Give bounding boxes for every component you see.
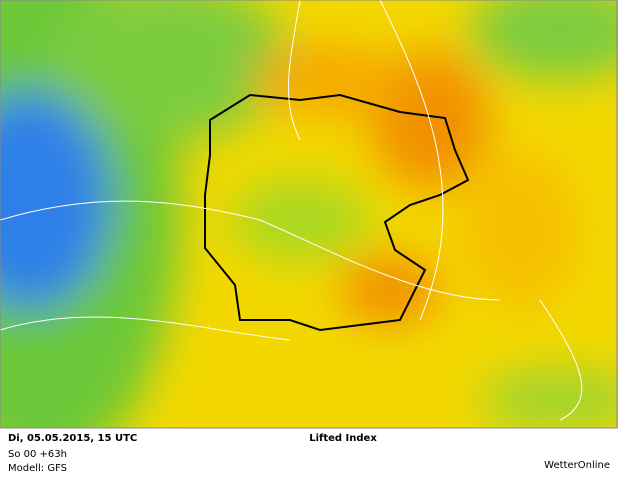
date: Di, 05.05.2015, 15 UTC bbox=[8, 433, 137, 444]
map-frame bbox=[0, 0, 618, 429]
field bbox=[0, 0, 618, 428]
model: Modell: GFS bbox=[8, 463, 67, 474]
brand: WetterOnline bbox=[544, 460, 610, 471]
run: So 00 +63h bbox=[8, 449, 67, 460]
legend-title: Lifted Index bbox=[309, 433, 377, 444]
